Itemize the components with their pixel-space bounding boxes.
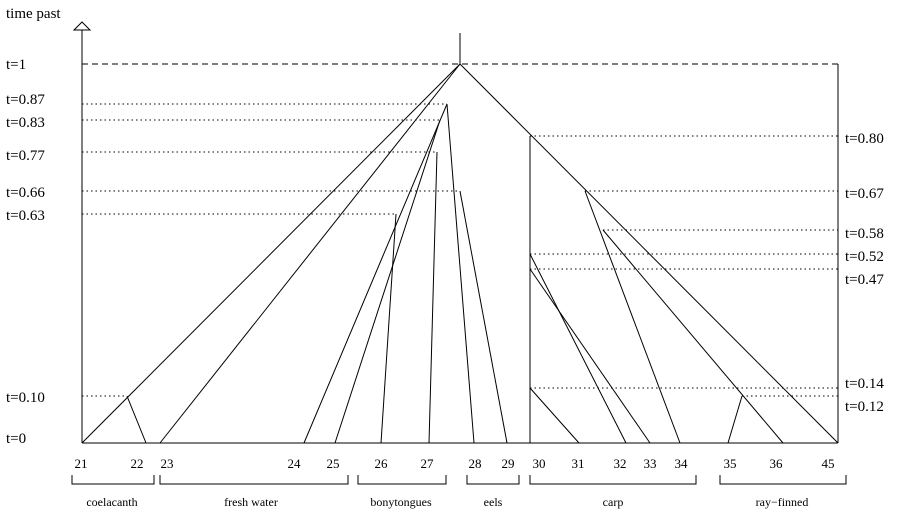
- time-label: t=0.14: [845, 376, 884, 392]
- leaf-label: 25: [327, 456, 340, 471]
- leaf-label: 33: [644, 456, 657, 471]
- time-label: t=0: [6, 431, 26, 447]
- leaf-label: 21: [75, 456, 88, 471]
- time-label: t=0.77: [6, 148, 45, 164]
- time-label: t=0.67: [845, 186, 884, 202]
- group-label-carp: carp: [603, 495, 624, 509]
- time-label: t=0.66: [6, 185, 45, 201]
- leaf-label: 45: [822, 456, 835, 471]
- group-label-coelacanth: coelacanth: [86, 495, 137, 509]
- leaf-label: 31: [572, 456, 585, 471]
- leaf-label: 29: [502, 456, 515, 471]
- group-label-eels: eels: [484, 495, 503, 509]
- leaf-label: 36: [770, 456, 784, 471]
- time-label: t=0.52: [845, 249, 884, 265]
- leaf-label: 27: [421, 456, 435, 471]
- group-label-fresh-water: fresh water: [224, 495, 278, 509]
- time-label: t=1: [6, 57, 26, 73]
- axis-title: time past: [6, 6, 61, 22]
- time-label: t=0.58: [845, 226, 884, 242]
- group-label-bonytongues: bonytongues: [370, 495, 432, 509]
- time-label: t=0.80: [845, 131, 884, 147]
- group-label-ray-finned: ray−finned: [756, 495, 809, 509]
- leaf-label: 24: [288, 456, 302, 471]
- leaf-labels: 21 22 23 24 25 26 27 28 29 30 31 32 33 3…: [75, 456, 835, 471]
- time-reference-lines: [82, 63, 838, 397]
- time-label: t=0.10: [6, 390, 45, 406]
- group-brackets: [71, 475, 847, 485]
- leaf-label: 32: [614, 456, 627, 471]
- time-label: t=0.83: [6, 115, 45, 131]
- time-label: t=0.47: [845, 272, 884, 288]
- leaf-label: 22: [131, 456, 144, 471]
- time-label: t=0.87: [6, 92, 45, 108]
- leaf-label: 23: [161, 456, 174, 471]
- leaf-label: 34: [675, 456, 689, 471]
- leaf-label: 30: [533, 456, 546, 471]
- right-time-labels: t=0.80 t=0.67 t=0.58 t=0.52 t=0.47 t=0.1…: [845, 131, 884, 415]
- group-labels: coelacanth fresh water bonytongues eels …: [86, 495, 808, 509]
- leaf-label: 26: [375, 456, 389, 471]
- time-label: t=0.12: [845, 399, 884, 415]
- leaf-label: 35: [724, 456, 737, 471]
- tree-branches: [81, 33, 839, 444]
- time-label: t=0.63: [6, 208, 45, 224]
- leaf-label: 28: [469, 456, 482, 471]
- time-axis: [72, 21, 92, 443]
- left-time-labels: t=1 t=0.87 t=0.83 t=0.77 t=0.66 t=0.63 t…: [6, 57, 45, 447]
